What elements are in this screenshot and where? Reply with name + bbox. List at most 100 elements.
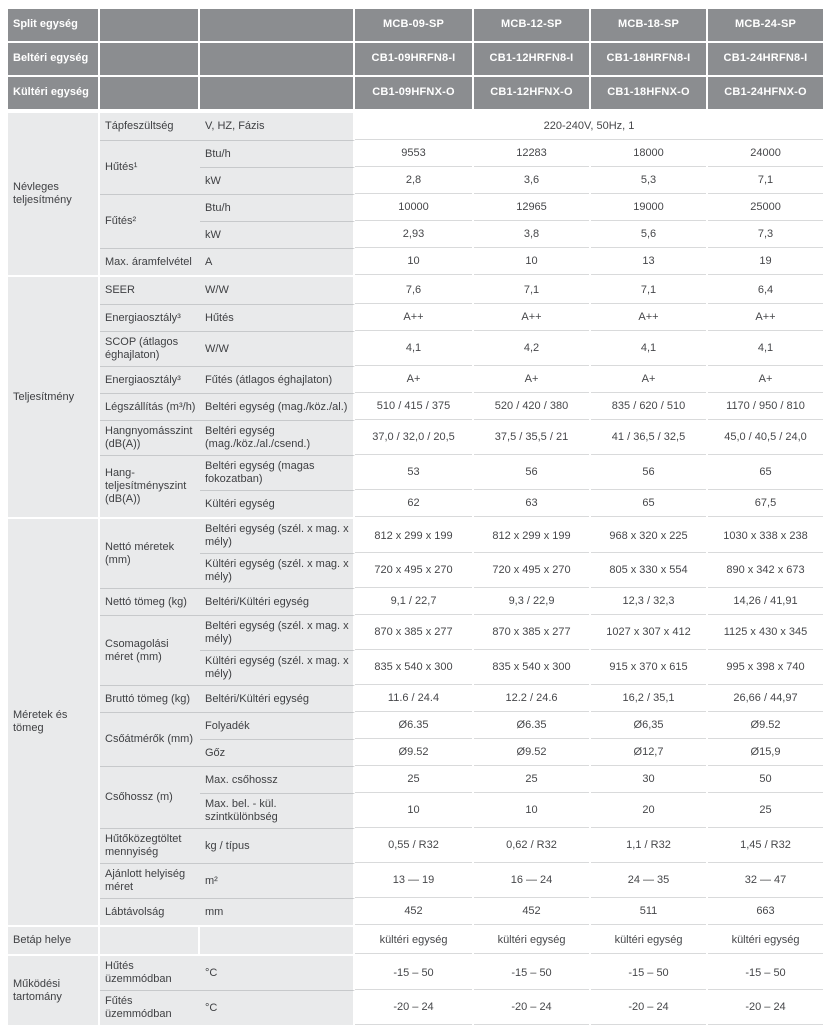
value-cell: A++ [589, 304, 706, 331]
value-cell: 9,1 / 22,7 [355, 588, 472, 615]
value-cell: Ø6.35 [472, 712, 589, 739]
value-cell: 16,2 / 35,1 [589, 685, 706, 712]
spec-row: Légszállítás (m³/h) Beltéri egység (mag./… [8, 393, 823, 420]
spec-row: Betáp helye kültéri egység kültéri egység k… [8, 927, 823, 954]
unit-label: Kültéri egység (szél. x mag. x mély) [200, 553, 355, 588]
value-cell: 4,1 [706, 331, 823, 366]
value-cell: 870 x 385 x 277 [472, 615, 589, 650]
model-name: MCB-18-SP [589, 9, 706, 43]
unit-label: Max. bel. - kül. szintkülönbség [200, 793, 355, 828]
spec-row: Max. bel. - kül. szintkülönbség 10 10 20 25 [8, 793, 823, 828]
value-cell: 1,1 / R32 [589, 828, 706, 863]
value-cell: 3,6 [472, 167, 589, 194]
value-cell: 16 — 24 [472, 863, 589, 898]
value-cell: A++ [355, 304, 472, 331]
value-cell: 520 / 420 / 380 [472, 393, 589, 420]
spec-row: Kültéri egység (szél. x mag. x mély) 835 … [8, 650, 823, 685]
spec-row: Névleges teljesítmény Tápfeszültség V, HZ,… [8, 113, 824, 275]
value-cell: 13 [589, 248, 706, 275]
spec-row: Bruttó tömeg (kg) Beltéri/Kültéri egység 1… [8, 685, 823, 712]
value-cell: Ø12,7 [589, 739, 706, 766]
value-cell: 968 x 320 x 225 [589, 519, 706, 553]
header-spacer [200, 9, 355, 43]
unit-label: °C [200, 956, 355, 990]
unit-label: Btu/h [200, 194, 355, 221]
section-label: Működési tartomány [8, 956, 100, 1025]
value-cell: 3,8 [472, 221, 589, 248]
parameter-label: Max. áramfelvétel [100, 248, 200, 275]
section-table: Betáp helye kültéri egység kültéri egység k… [8, 927, 823, 954]
value-cell: 812 x 299 x 199 [472, 519, 589, 553]
value-cell: 62 [355, 490, 472, 517]
spec-row: Lábtávolság mm 452 452 511 663 [8, 898, 823, 925]
spec-row: Energiaosztály³ Fűtés (átlagos éghajlaton… [8, 366, 823, 393]
value-cell: -15 – 50 [472, 956, 589, 990]
value-cell: 12,3 / 32,3 [589, 588, 706, 615]
value-cell: 220-240V, 50Hz, 1 [355, 113, 824, 140]
value-cell: 25000 [706, 194, 824, 221]
model-name: MCB-24-SP [706, 9, 823, 43]
section-label: Betáp helye [8, 927, 100, 954]
value-cell: 20 [589, 793, 706, 828]
value-cell: 25 [706, 793, 823, 828]
value-cell: 890 x 342 x 673 [706, 553, 823, 588]
value-cell: 1170 / 950 / 810 [706, 393, 823, 420]
value-cell: 14,26 / 41,91 [706, 588, 823, 615]
value-cell: 12.2 / 24.6 [472, 685, 589, 712]
value-cell: kültéri egység [589, 927, 706, 954]
parameter-label: Hűtőközegtöltet mennyiség [100, 828, 200, 863]
value-cell: Ø9.52 [472, 739, 589, 766]
spec-row: kW 2,8 3,6 5,3 7,1 [8, 167, 824, 194]
parameter-label: SCOP (átlagos éghajlaton) [100, 331, 200, 366]
value-cell: 2,8 [355, 167, 472, 194]
unit-label: kW [200, 221, 355, 248]
unit-label: A [200, 248, 355, 275]
unit-label: Btu/h [200, 140, 355, 167]
section-table: Méretek és tömeg Nettó méretek (mm) Beltér… [8, 519, 823, 925]
unit-label: V, HZ, Fázis [200, 113, 355, 140]
spec-row: Méretek és tömeg Nettó méretek (mm) Beltér… [8, 519, 823, 925]
unit-label: Beltéri/Kültéri egység [200, 685, 355, 712]
spec-row: Csőátmérők (mm) Folyadék Ø6.35 Ø6.35 Ø6,35 Ø9… [8, 712, 823, 766]
unit-label: W/W [200, 331, 355, 366]
value-cell: A++ [706, 304, 823, 331]
value-cell: 0,62 / R32 [472, 828, 589, 863]
value-cell: 7,1 [589, 277, 706, 304]
spec-row: Gőz Ø9.52 Ø9.52 Ø12,7 Ø15,9 [8, 739, 823, 766]
spec-row: Nettó tömeg (kg) Beltéri/Kültéri egység 9,… [8, 588, 823, 615]
spec-row: Kültéri egység (szél. x mag. x mély) 720 … [8, 553, 823, 588]
spec-row: Hang-teljesítményszint (dB(A)) Beltéri eg… [8, 455, 823, 517]
label-spacer [100, 927, 200, 954]
value-cell: 24 — 35 [589, 863, 706, 898]
unit-label: Fűtés (átlagos éghajlaton) [200, 366, 355, 393]
model-name: MCB-09-SP [355, 9, 472, 43]
value-cell: Ø6.35 [355, 712, 472, 739]
value-cell: 41 / 36,5 / 32,5 [589, 420, 706, 455]
spec-row: Csőhossz (m) Max. csőhossz 25 25 30 50 [8, 766, 823, 828]
value-cell: 835 x 540 x 300 [355, 650, 472, 685]
value-cell: 37,5 / 35,5 / 21 [472, 420, 589, 455]
parameter-label: Csőátmérők (mm) [100, 712, 200, 766]
parameter-label: Csőhossz (m) [100, 766, 200, 828]
spec-row: Hűtés¹ Btu/h 9553 12283 18000 24000 [8, 140, 824, 194]
value-cell: 5,3 [589, 167, 706, 194]
parameter-label: Fűtés² [100, 194, 200, 248]
parameter-label: Energiaosztály³ [100, 304, 200, 331]
value-cell: 4,1 [589, 331, 706, 366]
parameter-label: Energiaosztály³ [100, 366, 200, 393]
unit-label: Hűtés [200, 304, 355, 331]
model-name: CB1-12HRFN8-I [472, 43, 589, 77]
value-cell: 18000 [589, 140, 706, 167]
parameter-label: Hangnyomásszint (dB(A)) [100, 420, 200, 455]
parameter-label: Ajánlott helyiség méret [100, 863, 200, 898]
section-label: Teljesítmény [8, 277, 100, 517]
model-name: CB1-24HRFN8-I [706, 43, 823, 77]
spec-row: Teljesítmény SEER W/W 7,6 7,1 7,1 6,4 [8, 277, 823, 517]
section-label: Méretek és tömeg [8, 519, 100, 925]
value-cell: 2,93 [355, 221, 472, 248]
model-name: CB1-24HFNX-O [706, 77, 823, 111]
value-cell: 915 x 370 x 615 [589, 650, 706, 685]
header-label: Split egység [8, 9, 100, 43]
value-cell: A+ [706, 366, 823, 393]
